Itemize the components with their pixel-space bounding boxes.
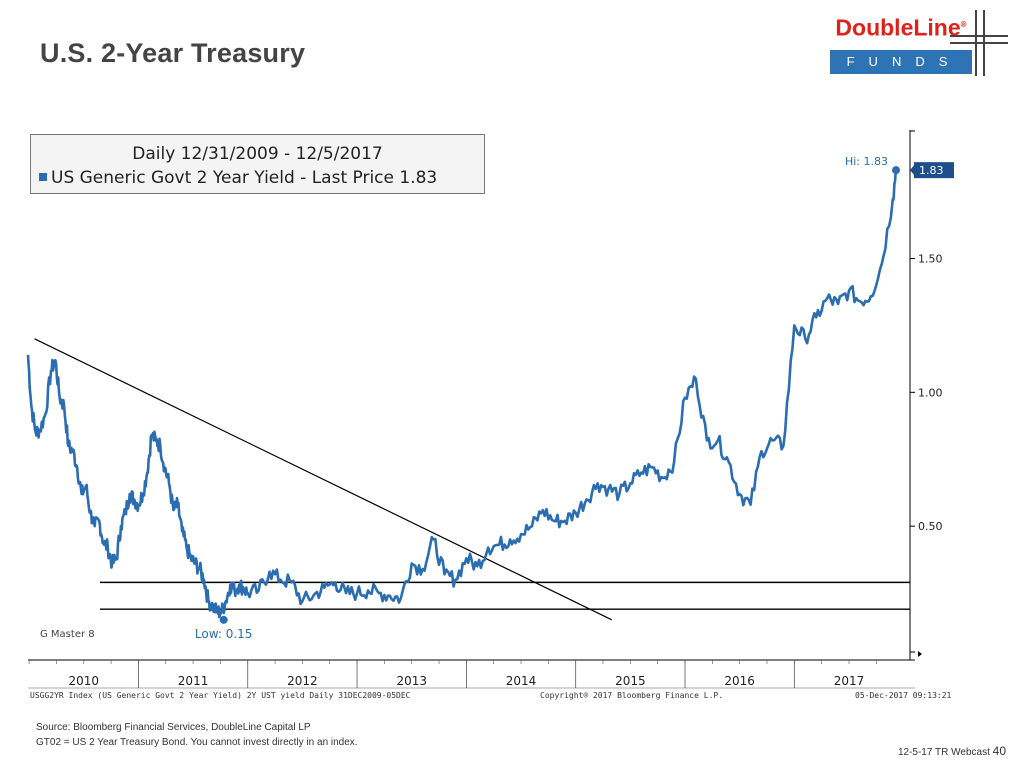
chart-legend: Daily 12/31/2009 - 12/5/2017 US Generic … bbox=[30, 134, 485, 194]
yield-series-line bbox=[26, 170, 898, 619]
last-price-tag-label: 1.83 bbox=[919, 164, 944, 177]
page-number: 40 bbox=[992, 744, 1006, 758]
study-label: G Master 8 bbox=[40, 629, 95, 640]
x-tick-label: 2013 bbox=[396, 674, 427, 688]
y-tick-label: 1.00 bbox=[918, 386, 943, 399]
page-label: 12-5-17 TR Webcast bbox=[897, 747, 990, 758]
hi-label: Hi: 1.83 bbox=[845, 155, 888, 168]
low-label: Low: 0.15 bbox=[195, 627, 253, 641]
chart-annotations: Hi: 1.83 1.83 Low: 0.15 G Master 8 bbox=[40, 155, 954, 657]
legend-series-entry: US Generic Govt 2 Year Yield - Last Pric… bbox=[39, 168, 437, 188]
descending-trendline bbox=[34, 338, 613, 621]
axis-arrow bbox=[918, 651, 922, 657]
page-title: U.S. 2-Year Treasury bbox=[40, 38, 306, 68]
logo-wordmark: DoubleLine® bbox=[835, 14, 967, 41]
x-tick-label: 2017 bbox=[834, 674, 865, 688]
y-tick-label: 1.50 bbox=[918, 252, 943, 265]
x-tick-label: 2015 bbox=[615, 674, 646, 688]
x-tick-label: 2011 bbox=[178, 674, 209, 688]
source-line-1: Source: Bloomberg Financial Services, Do… bbox=[36, 722, 311, 733]
x-tick-label: 2014 bbox=[506, 674, 537, 688]
trendlines bbox=[34, 338, 910, 621]
logo-grid-lines bbox=[950, 10, 1008, 76]
legend-swatch bbox=[39, 173, 47, 181]
legend-series-label: US Generic Govt 2 Year Yield - Last Pric… bbox=[51, 168, 438, 188]
logo-funds-bar: FUNDS bbox=[830, 50, 972, 74]
x-tick-label: 2012 bbox=[287, 674, 318, 688]
source-line-2: GT02 = US 2 Year Treasury Bond. You cann… bbox=[36, 737, 358, 748]
series-group bbox=[26, 170, 898, 619]
x-tick-label: 2016 bbox=[724, 674, 755, 688]
source-note: Source: Bloomberg Financial Services, Do… bbox=[36, 720, 358, 750]
last-price-tag-arrow bbox=[910, 164, 915, 177]
doubleline-logo: DoubleLine® FUNDS bbox=[830, 10, 1010, 78]
hi-point-marker bbox=[892, 166, 900, 175]
last-price-tag-box bbox=[914, 162, 954, 179]
bloomberg-index-line: USGG2YR Index (US Generic Govt 2 Year Yi… bbox=[30, 691, 411, 700]
legend-date-range: Daily 12/31/2009 - 12/5/2017 bbox=[132, 144, 383, 164]
copyright-line: Copyright® 2017 Bloomberg Finance L.P. bbox=[540, 691, 724, 700]
low-point-marker bbox=[219, 615, 228, 624]
chart-axes: 0.50 1.00 1.50 2010 2011 2012 2013 2014 2015 2016… bbox=[28, 130, 943, 689]
timestamp-line: 05-Dec-2017 09:13:21 bbox=[855, 691, 952, 700]
y-tick-label: 0.50 bbox=[918, 520, 943, 533]
page-footer: 12-5-17 TR Webcast 40 bbox=[898, 744, 1006, 758]
x-tick-label: 2010 bbox=[68, 674, 99, 688]
